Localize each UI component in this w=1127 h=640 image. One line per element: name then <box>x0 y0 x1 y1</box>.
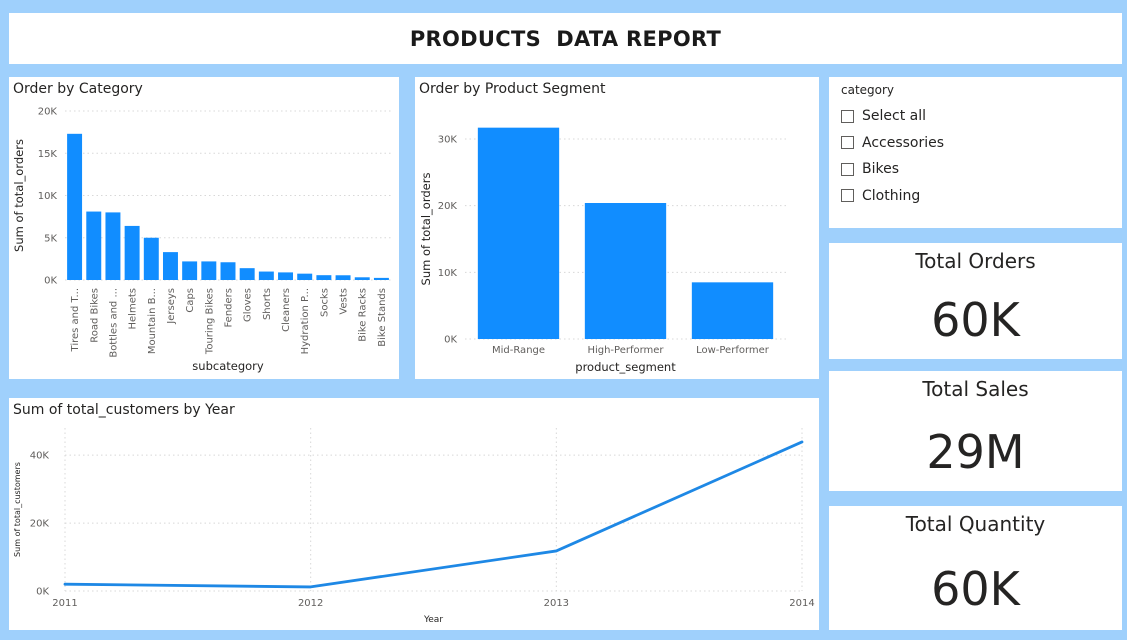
card-title: Total Quantity <box>905 512 1046 536</box>
bar[interactable] <box>143 237 159 280</box>
bar[interactable] <box>373 277 389 280</box>
x-tick-label: Road Bikes <box>89 288 100 343</box>
x-tick-label: Hydration P... <box>300 288 311 354</box>
x-axis-title: subcategory <box>192 359 264 373</box>
bar[interactable] <box>124 225 140 280</box>
bar[interactable] <box>258 271 274 280</box>
slicer-option-clothing[interactable]: Clothing <box>841 183 944 210</box>
card-title: Total Sales <box>922 377 1029 401</box>
category-chart[interactable]: 0K 5K 10K 15K 20K Tires and T... Road Bikes Bot… <box>9 77 399 379</box>
x-tick-label: Jerseys <box>166 288 177 325</box>
x-tick-label: Vests <box>339 288 350 315</box>
bar[interactable] <box>182 261 198 280</box>
report-title: PRODUCTS DATA REPORT <box>409 26 722 51</box>
bar[interactable] <box>691 282 774 339</box>
segment-chart-title: Order by Product Segment <box>419 81 606 97</box>
customers-chart-title: Sum of total_customers by Year <box>13 402 235 418</box>
y-tick-label: 20K <box>30 519 50 530</box>
card-value: 29M <box>926 425 1025 479</box>
category-chart-panel[interactable]: Order by Category 0K 5K 10K 15K 20K Tires and… <box>9 77 399 379</box>
y-axis-title: Sum of total_orders <box>12 139 26 252</box>
y-tick-label: 0K <box>44 276 57 287</box>
customers-chart-panel[interactable]: Sum of total_customers by Year 0K 20K 40K 2… <box>9 398 819 630</box>
x-tick-label: Bottles and ... <box>108 288 119 358</box>
slicer-option-bikes[interactable]: Bikes <box>841 156 944 183</box>
category-chart-title: Order by Category <box>13 81 143 97</box>
x-tick-label: 2011 <box>52 598 77 609</box>
x-axis-title: Year <box>423 615 443 625</box>
x-tick-label: Cleaners <box>281 288 292 332</box>
card-value: 60K <box>931 562 1020 616</box>
bar[interactable] <box>105 212 121 280</box>
slicer-option-label: Bikes <box>862 161 900 178</box>
x-tick-label: 2013 <box>544 598 569 609</box>
bar[interactable] <box>67 133 83 280</box>
bar[interactable] <box>220 262 236 280</box>
category-slicer[interactable]: category Select all Accessories Bikes Cl… <box>829 77 1122 228</box>
y-tick-label: 20K <box>38 107 58 118</box>
x-tick-label: Low-Performer <box>696 345 770 356</box>
bar[interactable] <box>201 261 217 280</box>
x-tick-label: Helmets <box>128 288 139 329</box>
y-tick-label: 10K <box>38 191 58 202</box>
x-tick-label: Socks <box>319 288 330 317</box>
x-tick-label: Tires and T... <box>70 288 81 352</box>
x-tick-label: Bike Stands <box>377 288 388 347</box>
y-tick-label: 5K <box>44 233 57 244</box>
y-tick-label: 40K <box>30 451 50 462</box>
report-title-panel: PRODUCTS DATA REPORT <box>9 13 1122 64</box>
y-tick-label: 10K <box>438 268 458 279</box>
total-sales-card: Total Sales 29M <box>829 371 1122 491</box>
x-tick-label: Gloves <box>243 288 254 322</box>
customers-chart[interactable]: 0K 20K 40K 2011 2012 2013 2014 Year Sum of total… <box>9 398 819 630</box>
x-tick-label: 2012 <box>298 598 323 609</box>
segment-chart-panel[interactable]: Order by Product Segment 0K 10K 20K 30K Mid-… <box>415 77 819 379</box>
x-tick-label: Mid-Range <box>492 345 545 356</box>
total-orders-card: Total Orders 60K <box>829 243 1122 359</box>
slicer-option-select-all[interactable]: Select all <box>841 103 944 130</box>
y-axis-title: Sum of total_orders <box>419 173 433 286</box>
bar[interactable] <box>297 273 313 280</box>
bar[interactable] <box>316 275 332 280</box>
y-tick-label: 0K <box>36 587 49 598</box>
x-tick-label: 2014 <box>789 598 814 609</box>
slicer-option-accessories[interactable]: Accessories <box>841 130 944 157</box>
card-value: 60K <box>931 293 1020 347</box>
bar[interactable] <box>278 272 294 280</box>
slicer-header: category <box>841 83 895 97</box>
bar[interactable] <box>86 211 102 280</box>
bar[interactable] <box>354 277 370 280</box>
checkbox[interactable] <box>841 136 854 150</box>
bar[interactable] <box>477 127 560 339</box>
total-quantity-card: Total Quantity 60K <box>829 506 1122 630</box>
slicer-option-label: Clothing <box>862 187 921 204</box>
x-tick-label: Mountain B... <box>147 288 158 354</box>
x-tick-label: High-Performer <box>587 345 664 356</box>
x-tick-label: Caps <box>185 288 196 313</box>
bar[interactable] <box>584 203 667 339</box>
bar[interactable] <box>239 268 255 280</box>
y-tick-label: 0K <box>444 335 457 346</box>
slicer-options: Select all Accessories Bikes Clothing <box>841 103 944 209</box>
bar[interactable] <box>162 252 178 280</box>
x-axis-title: product_segment <box>575 360 676 374</box>
x-tick-label: Bike Racks <box>358 288 369 342</box>
bar[interactable] <box>335 275 351 280</box>
card-title: Total Orders <box>915 249 1036 273</box>
checkbox[interactable] <box>841 189 854 203</box>
y-tick-label: 15K <box>38 149 58 160</box>
segment-chart[interactable]: 0K 10K 20K 30K Mid-Range High-Performer Low-Pe… <box>415 77 819 379</box>
slicer-option-label: Select all <box>862 108 926 125</box>
series-line[interactable] <box>63 440 804 589</box>
x-tick-label: Touring Bikes <box>204 288 215 355</box>
slicer-option-label: Accessories <box>862 134 945 151</box>
checkbox[interactable] <box>841 109 854 123</box>
y-axis-title: Sum of total_customers <box>13 462 22 557</box>
x-tick-label: Fenders <box>224 288 235 328</box>
y-tick-label: 20K <box>438 201 458 212</box>
checkbox[interactable] <box>841 162 854 176</box>
y-tick-label: 30K <box>438 135 458 146</box>
x-tick-label: Shorts <box>262 288 273 320</box>
